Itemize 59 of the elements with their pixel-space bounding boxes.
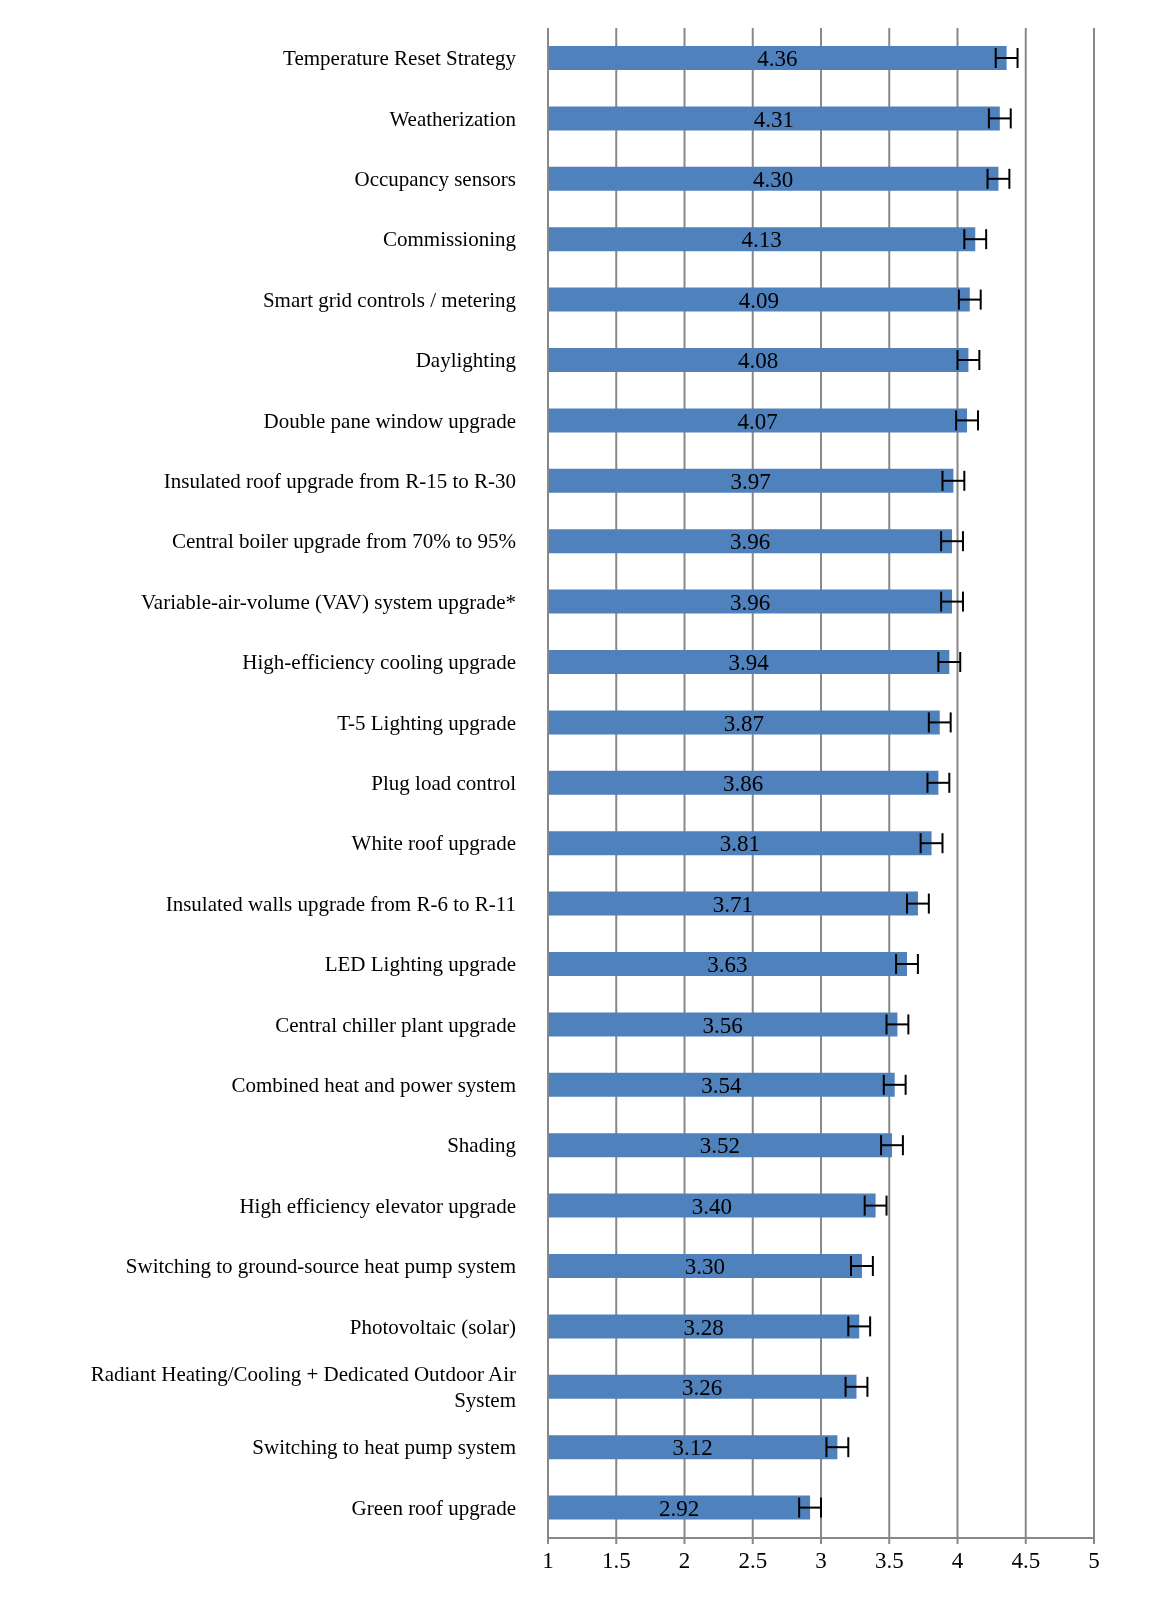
data-label: 3.94 xyxy=(728,650,770,676)
x-tick-label: 5 xyxy=(1088,1548,1100,1574)
y-tick-label: Plug load control xyxy=(371,771,517,795)
data-label: 3.52 xyxy=(699,1133,741,1159)
data-label: 3.28 xyxy=(683,1314,724,1340)
y-tick-label: Switching to heat pump system xyxy=(252,1435,516,1460)
data-label: 3.56 xyxy=(702,1012,743,1038)
x-tick-label: 2.5 xyxy=(738,1548,768,1574)
y-tick-label: Central chiller plant upgrade xyxy=(275,1012,516,1037)
data-label: 3.96 xyxy=(729,529,771,555)
data-label: 4.31 xyxy=(753,106,795,132)
x-tick-label: 2 xyxy=(678,1548,691,1574)
y-tick-label: Switching to ground-source heat pump system xyxy=(125,1254,516,1279)
y-tick-label: Insulated walls upgrade from R-6 to R-11 xyxy=(165,891,516,916)
x-tick-label: 4 xyxy=(951,1548,964,1574)
data-label: 4.07 xyxy=(737,408,778,434)
data-label: 3.71 xyxy=(712,891,754,917)
data-label: 4.08 xyxy=(738,348,779,374)
data-label: 3.30 xyxy=(684,1254,726,1280)
y-tick-label: High efficiency elevator upgrade xyxy=(239,1193,516,1218)
x-tick-label: 1 xyxy=(542,1548,554,1574)
data-label: 3.96 xyxy=(729,589,771,615)
y-tick-label: Shading xyxy=(447,1133,517,1158)
data-label: 3.97 xyxy=(730,468,771,494)
y-tick-label: Double pane window upgrade xyxy=(263,408,516,433)
y-tick-label: LED Lighting upgrade xyxy=(324,952,516,977)
data-label: 3.86 xyxy=(723,770,764,796)
y-tick-label: Daylighting xyxy=(415,348,517,373)
y-tick-label: Smart grid controls / metering xyxy=(262,287,517,312)
y-tick-label: Temperature Reset Strategy xyxy=(283,46,517,71)
data-label: 3.40 xyxy=(691,1193,732,1219)
x-tick-label: 3 xyxy=(815,1548,827,1574)
x-tick-label: 4.5 xyxy=(1011,1548,1041,1574)
y-tick-label: Photovoltaic (solar) xyxy=(349,1314,516,1339)
y-tick-label: Variable-air-volume (VAV) system upgrade* xyxy=(141,589,516,614)
y-tick-label: Radiant Heating/Cooling + Dedicated Outdoor Air System xyxy=(90,1362,517,1412)
y-tick-label: Combined heat and power system xyxy=(231,1073,516,1097)
y-tick-label: Commissioning xyxy=(382,227,517,252)
data-label: 3.54 xyxy=(701,1072,742,1098)
y-tick-label: T-5 Lighting upgrade xyxy=(337,710,516,735)
y-tick-label: White roof upgrade xyxy=(351,831,516,856)
y-tick-label: Weatherization xyxy=(389,106,517,131)
y-tick-label: Green roof upgrade xyxy=(351,1495,516,1520)
data-label: 3.81 xyxy=(719,831,760,857)
y-tick-label: Occupancy sensors xyxy=(354,167,516,191)
data-label: 3.63 xyxy=(707,952,748,978)
data-label: 3.87 xyxy=(723,710,764,736)
data-label: 4.09 xyxy=(738,287,780,313)
x-tick-label: 1.5 xyxy=(601,1548,631,1574)
data-label: 3.26 xyxy=(682,1374,723,1400)
data-label: 4.36 xyxy=(757,46,798,72)
y-tick-label: High-efficiency cooling upgrade xyxy=(242,650,516,675)
data-label: 4.13 xyxy=(741,227,782,253)
data-label: 4.30 xyxy=(753,166,794,192)
data-label: 3.12 xyxy=(672,1435,713,1461)
data-label: 2.92 xyxy=(658,1495,700,1521)
y-tick-label: Insulated roof upgrade from R-15 to R-30 xyxy=(163,469,516,493)
x-tick-label: 3.5 xyxy=(874,1548,904,1574)
y-tick-label: Central boiler upgrade from 70% to 95% xyxy=(171,529,516,554)
